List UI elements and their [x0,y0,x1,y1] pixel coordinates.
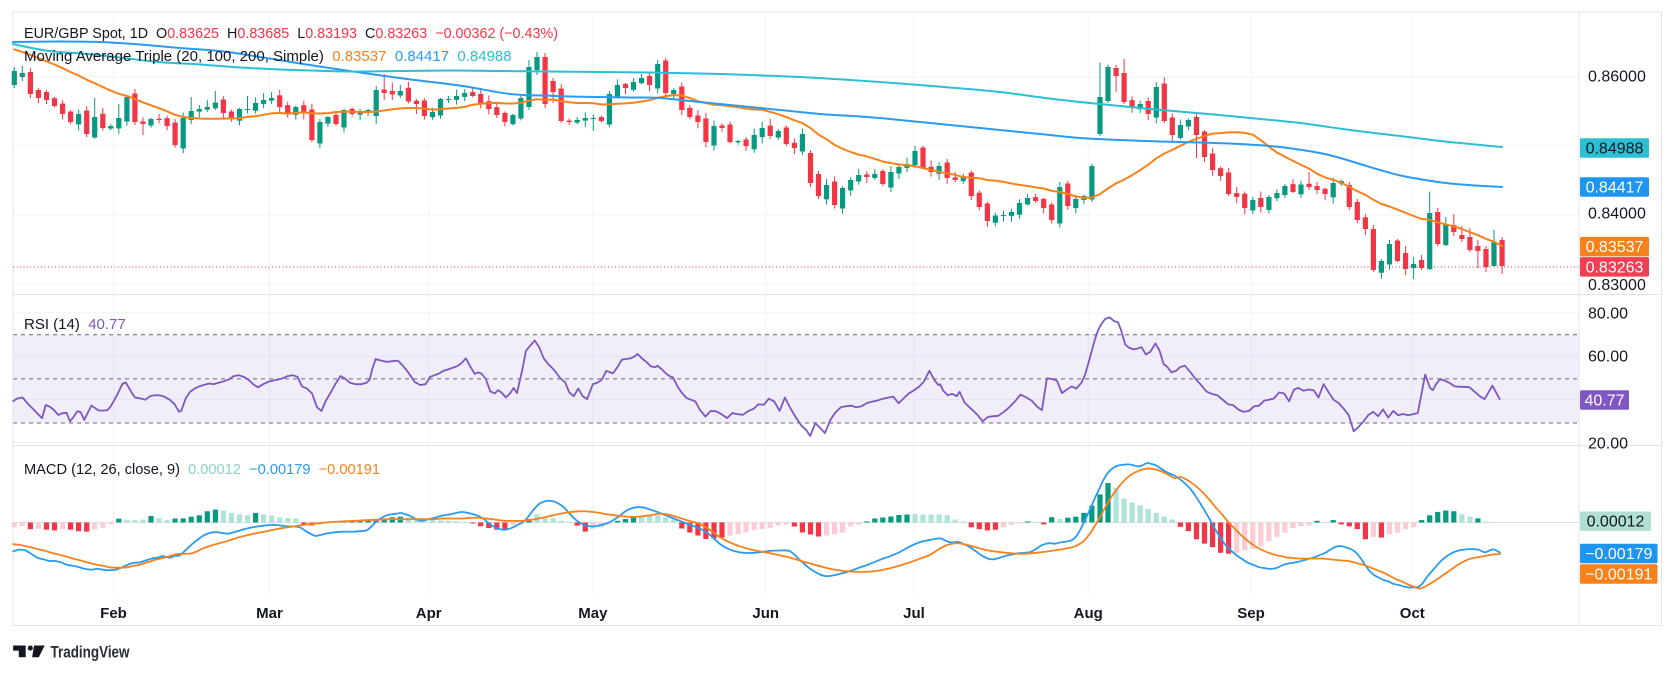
svg-text:0.83000: 0.83000 [1588,277,1646,294]
svg-text:20.00: 20.00 [1588,435,1628,452]
svg-text:TradingView: TradingView [51,643,131,662]
svg-text:40.77: 40.77 [1584,393,1624,410]
svg-text:−0.00191: −0.00191 [1585,567,1652,584]
svg-text:0.84000: 0.84000 [1588,206,1646,223]
svg-text:0.84988: 0.84988 [1586,141,1644,158]
svg-text:Jun: Jun [752,605,779,622]
svg-text:Apr: Apr [416,605,442,622]
svg-text:Jul: Jul [903,605,925,622]
svg-text:0.00012: 0.00012 [1587,514,1645,531]
svg-text:Aug: Aug [1074,605,1103,622]
svg-text:Sep: Sep [1237,605,1265,622]
svg-text:0.84417: 0.84417 [1586,180,1644,197]
svg-text:EUR/GBP Spot, 1D O0.83625 H0: EUR/GBP Spot, 1D O0.83625 H0.83685 L0.83… [24,25,558,42]
svg-text:RSI (14) 40.77: RSI (14) 40.77 [24,316,126,333]
svg-text:MACD (12, 26, close, 9) 0.000: MACD (12, 26, close, 9) 0.00012 −0.00179… [24,461,380,478]
svg-text:Feb: Feb [100,605,127,622]
svg-text:May: May [578,605,608,622]
svg-text:Moving Average Triple (20, 100: Moving Average Triple (20, 100, 200, Sim… [24,48,512,65]
svg-text:−0.00179: −0.00179 [1585,546,1652,563]
svg-text:0.86000: 0.86000 [1588,69,1646,86]
svg-text:0.83263: 0.83263 [1586,259,1644,276]
svg-text:80.00: 80.00 [1588,305,1628,322]
svg-text:Mar: Mar [256,605,283,622]
svg-text:Oct: Oct [1400,605,1425,622]
svg-text:0.83537: 0.83537 [1586,239,1644,256]
svg-text:60.00: 60.00 [1588,349,1628,366]
